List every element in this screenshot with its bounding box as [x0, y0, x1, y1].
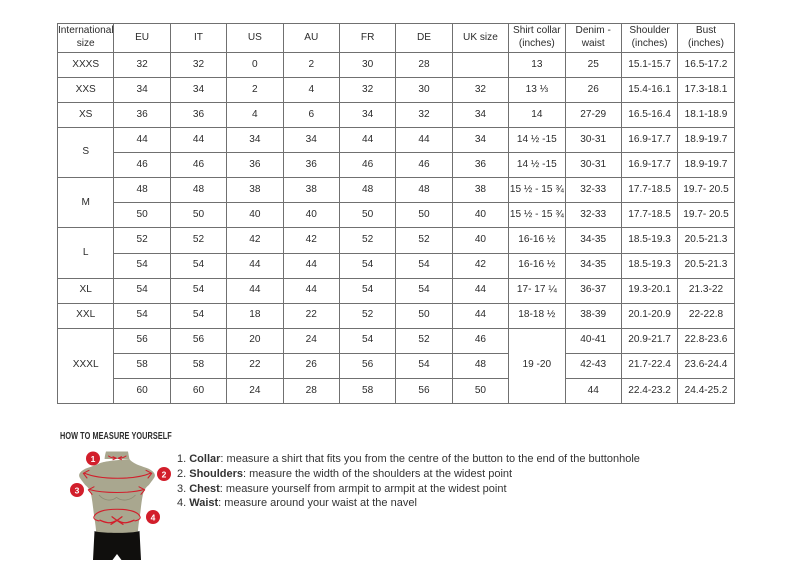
svg-text:1: 1: [91, 454, 96, 464]
svg-text:3: 3: [75, 486, 80, 496]
svg-text:2: 2: [162, 470, 167, 480]
svg-text:4: 4: [151, 513, 156, 523]
